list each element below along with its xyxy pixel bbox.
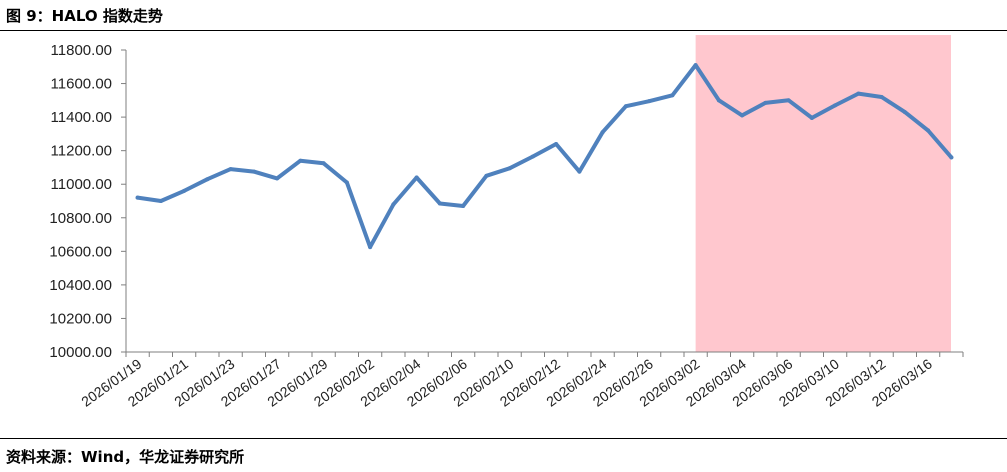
data-point <box>740 113 745 118</box>
data-point <box>763 100 768 105</box>
data-point <box>902 110 907 115</box>
y-tick-label: 10600.00 <box>49 243 112 260</box>
data-point <box>809 115 814 120</box>
data-point <box>577 169 582 174</box>
y-tick-label: 10200.00 <box>49 310 112 327</box>
data-point <box>205 177 210 182</box>
data-point <box>414 175 419 180</box>
data-point <box>391 202 396 207</box>
data-point <box>461 204 466 209</box>
data-point <box>670 93 675 98</box>
data-point <box>623 104 628 109</box>
data-point <box>647 99 652 104</box>
y-tick-label: 11000.00 <box>51 176 112 193</box>
data-point <box>926 128 931 133</box>
data-point <box>158 199 163 203</box>
series-line <box>135 63 954 250</box>
data-point <box>600 130 605 135</box>
y-tick-label: 10000.00 <box>49 344 112 361</box>
data-point <box>251 169 256 174</box>
data-point <box>344 180 349 185</box>
data-point <box>437 201 442 206</box>
data-point <box>507 166 512 171</box>
y-tick-label: 11600.00 <box>51 76 112 93</box>
y-tick-label: 11200.00 <box>51 143 112 160</box>
bottom-divider <box>0 438 1007 439</box>
y-tick-label: 10400.00 <box>49 277 112 294</box>
data-point <box>135 195 140 200</box>
data-point <box>321 161 326 166</box>
y-tick-label: 11800.00 <box>51 42 112 59</box>
figure-title: 图 9：HALO 指数走势 <box>6 7 163 25</box>
data-point <box>879 94 884 99</box>
data-point <box>530 154 535 159</box>
data-point <box>275 176 280 181</box>
y-tick-label: 11400.00 <box>51 109 112 126</box>
highlight-band <box>695 35 951 352</box>
top-divider <box>0 30 1007 31</box>
data-point <box>484 173 489 178</box>
data-point <box>949 155 954 160</box>
y-tick-label: 10800.00 <box>49 210 112 227</box>
data-point <box>554 141 559 146</box>
data-point <box>856 91 861 96</box>
data-point <box>716 98 721 103</box>
data-point <box>228 167 233 172</box>
data-point <box>298 158 303 163</box>
data-point <box>368 245 373 250</box>
data-point <box>693 63 698 68</box>
data-point <box>182 188 187 193</box>
source-note: 资料来源：Wind，华龙证券研究所 <box>6 448 245 466</box>
data-point <box>786 98 791 103</box>
data-point <box>833 103 838 108</box>
